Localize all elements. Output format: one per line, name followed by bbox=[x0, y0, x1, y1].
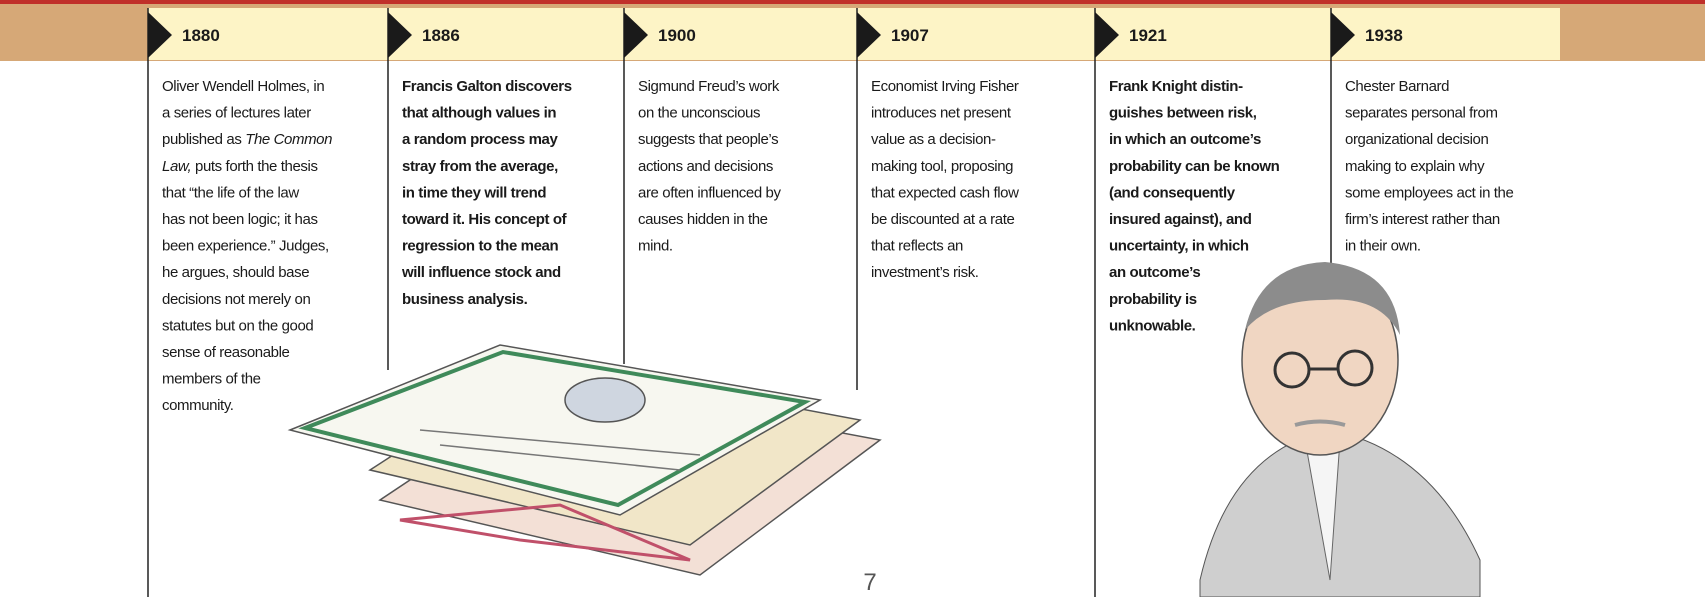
entry-line: that although values in bbox=[402, 105, 556, 122]
entry-line: Oliver Wendell Holmes, in bbox=[162, 78, 324, 95]
entry-line: a random process may bbox=[402, 131, 558, 148]
entry-line: Chester Barnard bbox=[1345, 78, 1449, 95]
entry-line: Francis Galton discovers bbox=[402, 78, 572, 95]
entry-line: insured against), and bbox=[1109, 211, 1252, 228]
entry-line: mind. bbox=[638, 238, 673, 255]
entry-line: making to explain why bbox=[1345, 158, 1485, 175]
entry-line: in time they will trend bbox=[402, 184, 546, 201]
year-label: 1900 bbox=[658, 26, 696, 45]
entry-line: been experience.” Judges, bbox=[162, 238, 329, 255]
entry-text-run: The Common bbox=[245, 131, 332, 148]
illustrations bbox=[290, 262, 1480, 597]
entry-line: organizational decision bbox=[1345, 131, 1488, 148]
entry-line: a series of lectures later bbox=[162, 105, 311, 122]
entry-line: stray from the average, bbox=[402, 158, 558, 175]
entry-line: suggests that people’s bbox=[638, 131, 778, 148]
entry-line: are often influenced by bbox=[638, 184, 781, 201]
entry-line: separates personal from bbox=[1345, 105, 1498, 122]
entry-text-run: puts forth the thesis bbox=[191, 158, 317, 175]
entry-line: will influence stock and bbox=[401, 264, 561, 281]
entry-line: statutes but on the good bbox=[162, 317, 313, 334]
entry-line: uncertainty, in which bbox=[1109, 238, 1249, 255]
year-label: 1886 bbox=[422, 26, 460, 45]
page: 1880 Oliver Wendell Holmes, in a series of… bbox=[0, 0, 1705, 597]
entry-line: regression to the mean bbox=[402, 238, 558, 255]
entry-line: firm’s interest rather than bbox=[1345, 211, 1500, 228]
year-label: 1938 bbox=[1365, 26, 1403, 45]
entry-line: making tool, proposing bbox=[871, 158, 1013, 175]
entry-line: that reflects an bbox=[871, 238, 963, 255]
entry-line: that “the life of the law bbox=[162, 184, 299, 201]
entry-line: probability is bbox=[1109, 291, 1197, 308]
portrait-illustration bbox=[1200, 262, 1480, 597]
entry-line: value as a decision- bbox=[871, 131, 996, 148]
entry-line: community. bbox=[162, 397, 234, 414]
entry-line: on the unconscious bbox=[638, 105, 760, 122]
entry-line: causes hidden in the bbox=[638, 211, 768, 228]
entry-text-run: published as bbox=[162, 131, 245, 148]
entry-line: decisions not merely on bbox=[162, 291, 310, 308]
entry-line: he argues, should base bbox=[162, 264, 309, 281]
year-label: 1921 bbox=[1129, 26, 1167, 45]
entry-line: Frank Knight distin- bbox=[1109, 78, 1243, 95]
entry-line: members of the bbox=[162, 371, 261, 388]
entry-line: an outcome’s bbox=[1109, 264, 1200, 281]
entry-line: in their own. bbox=[1345, 238, 1421, 255]
timeline: 1880 Oliver Wendell Holmes, in a series of… bbox=[0, 0, 1705, 597]
entry-line: investment’s risk. bbox=[871, 264, 979, 281]
entry-line: in which an outcome’s bbox=[1109, 131, 1261, 148]
entry-line: be discounted at a rate bbox=[871, 211, 1014, 228]
entry-line: sense of reasonable bbox=[162, 344, 290, 361]
entry-line: business analysis. bbox=[402, 291, 528, 308]
certificates-illustration bbox=[290, 345, 880, 575]
entry-line: Economist Irving Fisher bbox=[871, 78, 1019, 95]
entry-line: Sigmund Freud’s work bbox=[638, 78, 780, 95]
year-label: 1880 bbox=[182, 26, 220, 45]
entry-line: actions and decisions bbox=[638, 158, 773, 175]
entry-line: toward it. His concept of bbox=[402, 211, 568, 228]
top-rule bbox=[0, 0, 1705, 4]
year-label: 1907 bbox=[891, 26, 929, 45]
entry-text-run: Law, bbox=[162, 158, 191, 175]
entry-line: probability can be known bbox=[1109, 158, 1280, 175]
entry-line: some employees act in the bbox=[1345, 184, 1513, 201]
entry-line: has not been logic; it has bbox=[162, 211, 318, 228]
entry-line: Law, puts forth the thesis bbox=[162, 158, 318, 175]
entry-line: unknowable. bbox=[1109, 317, 1196, 334]
entry-line: published as The Common bbox=[162, 131, 332, 148]
entry-line: guishes between risk, bbox=[1109, 105, 1257, 122]
page-number: 7 bbox=[863, 569, 876, 596]
entry-line: introduces net present bbox=[871, 105, 1012, 122]
entry-line: (and consequently bbox=[1109, 184, 1236, 201]
entry-line: that expected cash flow bbox=[871, 184, 1019, 201]
